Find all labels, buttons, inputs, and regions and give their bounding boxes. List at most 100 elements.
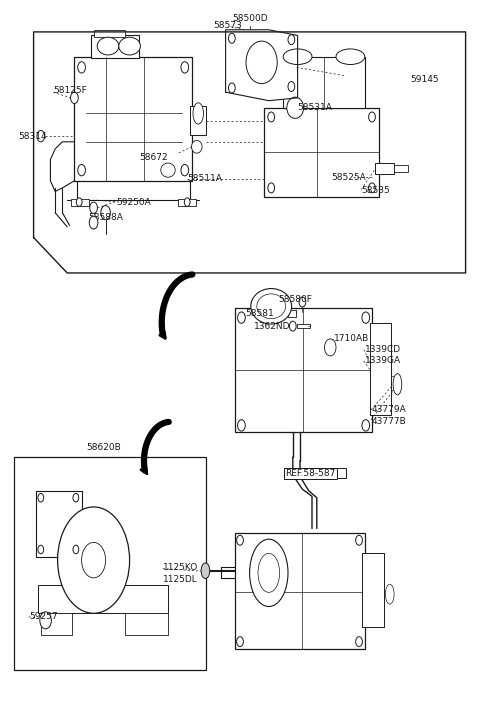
Circle shape <box>38 545 44 554</box>
Text: 1339GA: 1339GA <box>365 357 401 365</box>
Circle shape <box>228 33 235 43</box>
Circle shape <box>237 637 243 647</box>
Bar <box>288 310 296 317</box>
Circle shape <box>362 420 370 431</box>
Ellipse shape <box>119 37 141 55</box>
Bar <box>285 468 346 478</box>
Ellipse shape <box>257 294 286 319</box>
Text: 58525A: 58525A <box>331 173 366 182</box>
Text: 58125F: 58125F <box>54 86 87 94</box>
Ellipse shape <box>287 97 303 118</box>
Ellipse shape <box>336 49 365 65</box>
Text: 1710AB: 1710AB <box>334 335 369 343</box>
Text: 58672: 58672 <box>139 153 168 162</box>
Bar <box>375 163 394 174</box>
Bar <box>38 585 168 613</box>
Circle shape <box>73 545 79 554</box>
Ellipse shape <box>161 163 175 177</box>
Text: 58531A: 58531A <box>298 104 333 112</box>
Ellipse shape <box>258 553 279 593</box>
Polygon shape <box>226 30 298 101</box>
Bar <box>74 57 192 181</box>
Text: 43779A: 43779A <box>372 406 407 414</box>
Circle shape <box>362 312 370 323</box>
Ellipse shape <box>250 539 288 606</box>
Ellipse shape <box>251 289 291 324</box>
Circle shape <box>37 130 45 142</box>
Bar <box>71 199 89 206</box>
Circle shape <box>184 198 190 206</box>
Ellipse shape <box>246 41 277 84</box>
Bar <box>297 324 310 328</box>
Circle shape <box>369 183 375 193</box>
Circle shape <box>38 493 44 502</box>
Circle shape <box>78 62 85 73</box>
Bar <box>283 57 365 108</box>
Text: 58580F: 58580F <box>278 295 312 303</box>
Circle shape <box>82 542 106 578</box>
Circle shape <box>73 493 79 502</box>
Ellipse shape <box>97 37 119 55</box>
Bar <box>94 30 125 37</box>
Circle shape <box>89 216 98 229</box>
Text: 59257: 59257 <box>29 613 58 621</box>
Text: 59250A: 59250A <box>117 198 151 206</box>
Circle shape <box>40 612 51 629</box>
Circle shape <box>356 637 362 647</box>
Bar <box>36 491 82 557</box>
Bar <box>125 613 168 635</box>
Circle shape <box>268 112 275 122</box>
Circle shape <box>324 339 336 356</box>
Text: REF.58-587: REF.58-587 <box>286 469 336 478</box>
Ellipse shape <box>283 49 312 65</box>
Text: 58511A: 58511A <box>187 174 222 183</box>
Text: 1125KO: 1125KO <box>163 563 198 571</box>
Ellipse shape <box>193 103 204 124</box>
Text: 58620B: 58620B <box>86 442 121 452</box>
Circle shape <box>356 535 362 545</box>
Circle shape <box>228 83 235 93</box>
Circle shape <box>181 62 189 73</box>
Circle shape <box>288 35 295 45</box>
Bar <box>235 533 365 649</box>
Circle shape <box>288 82 295 91</box>
Bar <box>178 199 196 206</box>
Circle shape <box>58 507 130 613</box>
Circle shape <box>289 321 296 331</box>
Circle shape <box>369 112 375 122</box>
Circle shape <box>238 312 245 323</box>
Ellipse shape <box>201 563 210 579</box>
Circle shape <box>76 198 82 206</box>
Text: 1339CD: 1339CD <box>365 345 401 354</box>
Text: 43777B: 43777B <box>372 417 407 425</box>
Circle shape <box>237 535 243 545</box>
Bar <box>190 106 206 135</box>
Text: 58314: 58314 <box>18 132 47 140</box>
Bar <box>41 613 72 635</box>
Bar <box>235 308 372 432</box>
Text: 58535: 58535 <box>361 186 390 195</box>
Bar <box>394 165 408 172</box>
Bar <box>14 457 206 670</box>
Circle shape <box>268 183 275 193</box>
Circle shape <box>101 206 110 220</box>
Ellipse shape <box>393 374 402 395</box>
Ellipse shape <box>385 584 394 604</box>
Text: 59145: 59145 <box>410 75 439 84</box>
Text: 1125DL: 1125DL <box>163 575 198 584</box>
Circle shape <box>90 202 97 213</box>
Text: 58573: 58573 <box>214 21 242 30</box>
Bar <box>264 108 379 197</box>
Text: 58500D: 58500D <box>232 13 267 23</box>
Bar <box>362 553 384 627</box>
Circle shape <box>299 297 306 307</box>
Text: 58581: 58581 <box>245 309 274 318</box>
Text: 58588A: 58588A <box>88 213 123 222</box>
Text: 1362ND: 1362ND <box>254 322 291 330</box>
Bar <box>91 35 139 58</box>
Circle shape <box>181 164 189 176</box>
Circle shape <box>78 164 85 176</box>
Circle shape <box>71 92 78 104</box>
Ellipse shape <box>192 140 202 153</box>
Circle shape <box>238 420 245 431</box>
